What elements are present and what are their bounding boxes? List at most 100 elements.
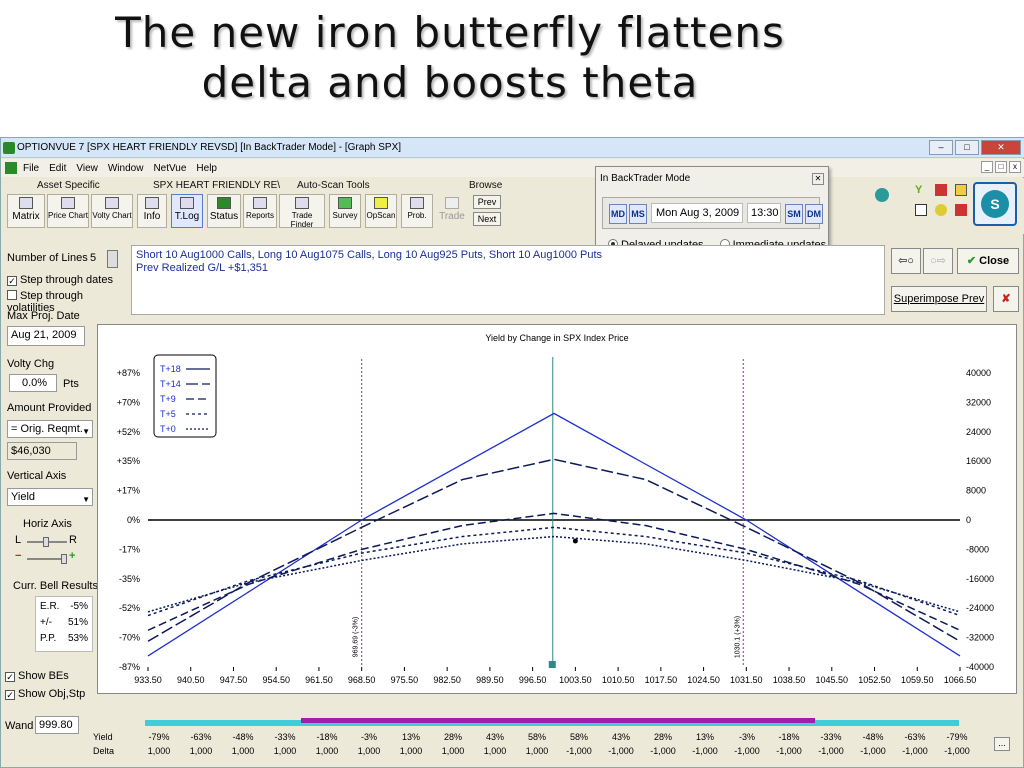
y-right-tick-label: -32000 bbox=[966, 633, 994, 643]
yield-cell: 13% bbox=[695, 732, 714, 742]
amount-select[interactable]: = Orig. Reqmt. ▼ bbox=[7, 420, 93, 438]
wand-field[interactable]: 999.80 bbox=[35, 716, 79, 734]
status-button[interactable]: Status bbox=[207, 194, 241, 228]
slider-handle[interactable] bbox=[61, 554, 67, 564]
forward-arrow-button[interactable]: ○⇨ bbox=[923, 248, 953, 274]
menu-netvue[interactable]: NetVue bbox=[153, 162, 187, 174]
refresh-icon[interactable] bbox=[875, 188, 889, 202]
tlog-button[interactable]: T.Log bbox=[171, 194, 203, 228]
yield-cell: -79% bbox=[946, 732, 968, 742]
survey-icon bbox=[338, 197, 352, 209]
volty-chart-icon bbox=[105, 197, 119, 209]
browse-prev-button[interactable]: Prev bbox=[473, 195, 501, 209]
window-close-button[interactable]: ✕ bbox=[981, 140, 1021, 155]
checkbox-checked-icon: ✓ bbox=[5, 690, 15, 700]
step-vols-checkbox[interactable]: Step through volatilities bbox=[7, 290, 83, 314]
window-titlebar[interactable]: OPTIONVUE 7 [SPX HEART FRIENDLY REVSD] [… bbox=[1, 138, 1024, 158]
y-right-tick-label: 24000 bbox=[966, 427, 991, 437]
survey-button[interactable]: Survey bbox=[329, 194, 361, 228]
chevron-down-icon: ▼ bbox=[82, 427, 90, 436]
opscan-icon bbox=[374, 197, 388, 209]
reports-button[interactable]: Reports bbox=[243, 194, 277, 228]
opscan-button[interactable]: OpScan bbox=[365, 194, 397, 228]
zoom-slider[interactable] bbox=[27, 554, 67, 564]
bell-results-label: Curr. Bell Results bbox=[13, 580, 98, 592]
delete-icon[interactable]: ✘ bbox=[993, 286, 1019, 312]
price-chart-button[interactable]: Price Chart bbox=[47, 194, 89, 228]
prob-button[interactable]: Prob. bbox=[401, 194, 433, 228]
spinner-icon[interactable] bbox=[107, 250, 118, 268]
number-of-lines-field[interactable]: 5 bbox=[90, 252, 97, 264]
prev-step-button[interactable]: MS bbox=[629, 204, 647, 224]
maximize-button[interactable]: □ bbox=[955, 140, 979, 155]
more-button[interactable]: ... bbox=[994, 737, 1010, 751]
delta-cell: 1,000 bbox=[399, 746, 423, 756]
close-button[interactable]: ✔ Close bbox=[957, 248, 1019, 274]
chart-legend bbox=[153, 354, 217, 438]
show-obj-checkbox[interactable]: ✓ Show Obj,Stp bbox=[5, 688, 86, 700]
slider-handle[interactable] bbox=[43, 537, 49, 547]
checkbox-checked-icon: ✓ bbox=[7, 276, 17, 286]
y-right-tick-label: 8000 bbox=[966, 486, 986, 496]
document-icon[interactable] bbox=[5, 162, 17, 174]
alert-icon[interactable] bbox=[955, 204, 967, 216]
step-dates-checkbox[interactable]: ✓ Step through dates bbox=[7, 274, 113, 286]
y-right-tick-label: -16000 bbox=[966, 574, 994, 584]
volty-chg-field[interactable]: 0.0% bbox=[9, 374, 57, 392]
edit-icon[interactable] bbox=[935, 184, 947, 196]
superimpose-prev-button[interactable]: Superimpose Prev bbox=[891, 286, 987, 312]
info-button[interactable]: Info bbox=[137, 194, 167, 228]
max-proj-field[interactable]: Aug 21, 2009 bbox=[7, 326, 85, 346]
left-panel: Number of Lines 5 ✓ Step through dates St… bbox=[1, 250, 121, 768]
yield-cell: 58% bbox=[569, 732, 588, 742]
note-icon[interactable] bbox=[955, 184, 967, 196]
legend-label: T+9 bbox=[160, 394, 176, 404]
amount-value: $46,030 bbox=[7, 442, 77, 460]
next-day-button[interactable]: DM bbox=[805, 204, 823, 224]
legend-label: T+14 bbox=[160, 379, 181, 389]
bug-icon[interactable] bbox=[935, 204, 947, 216]
y-right-tick-label: -40000 bbox=[966, 662, 994, 672]
mdi-restore-button[interactable]: □ bbox=[995, 161, 1007, 173]
vertical-axis-select[interactable]: Yield ▼ bbox=[7, 488, 93, 506]
back-arrow-button[interactable]: ⇦○ bbox=[891, 248, 921, 274]
next-step-button[interactable]: SM bbox=[785, 204, 803, 224]
delta-cell: 1,000 bbox=[231, 746, 255, 756]
position-description: Short 10 Aug1000 Calls, Long 10 Aug1075 … bbox=[131, 245, 885, 315]
prev-day-button[interactable]: MD bbox=[609, 204, 627, 224]
series-line-tplus18 bbox=[147, 412, 961, 657]
menu-window[interactable]: Window bbox=[107, 162, 144, 174]
minimize-button[interactable]: – bbox=[929, 140, 953, 155]
trade-finder-button[interactable]: Trade Finder bbox=[279, 194, 325, 229]
x-tick-label: 961.50 bbox=[305, 675, 333, 685]
horiz-axis-slider[interactable] bbox=[27, 537, 67, 547]
y-left-tick-label: +87% bbox=[117, 368, 140, 378]
backtrader-time-field[interactable]: 13:30 bbox=[747, 203, 781, 223]
matrix-button[interactable]: Matrix bbox=[7, 194, 45, 228]
backtrader-close-button[interactable]: ✕ bbox=[812, 173, 824, 185]
volty-chart-button[interactable]: Volty Chart bbox=[91, 194, 133, 228]
yield-cell: -48% bbox=[862, 732, 884, 742]
menu-view[interactable]: View bbox=[76, 162, 98, 174]
y-left-tick-label: -70% bbox=[119, 633, 140, 643]
trade-button[interactable]: Trade bbox=[437, 194, 467, 228]
breakeven-upper-label: 1030.1 (+3%) bbox=[734, 616, 741, 658]
x-tick-label: 989.50 bbox=[476, 675, 504, 685]
browse-next-button[interactable]: Next bbox=[473, 212, 501, 226]
yield-cell: -33% bbox=[274, 732, 296, 742]
yahoo-icon[interactable]: Y bbox=[915, 184, 923, 196]
menu-edit[interactable]: Edit bbox=[49, 162, 67, 174]
print-icon[interactable] bbox=[915, 204, 927, 216]
mdi-minimize-button[interactable]: _ bbox=[981, 161, 993, 173]
mdi-close-button[interactable]: x bbox=[1009, 161, 1021, 173]
backtrader-date-field[interactable]: Mon Aug 3, 2009 bbox=[651, 203, 743, 223]
slide-title-line2: delta and boosts theta bbox=[201, 58, 699, 107]
menu-file[interactable]: File bbox=[23, 162, 40, 174]
x-tick-label: 1038.50 bbox=[773, 675, 806, 685]
er-label: E.R. bbox=[40, 601, 60, 612]
zoom-plus-label: + bbox=[69, 550, 76, 562]
y-right-tick-label: 0 bbox=[966, 515, 971, 525]
chart-title: Yield by Change in SPX Index Price bbox=[485, 333, 628, 343]
menu-help[interactable]: Help bbox=[196, 162, 217, 174]
show-bes-checkbox[interactable]: ✓ Show BEs bbox=[5, 670, 69, 682]
